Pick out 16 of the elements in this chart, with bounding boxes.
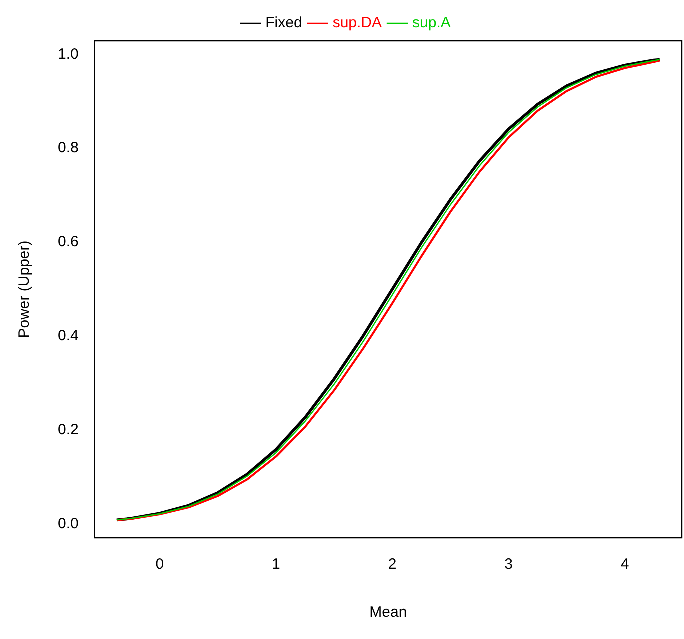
y-tick-label: 1.0 bbox=[58, 46, 79, 63]
legend-label: sup.A bbox=[412, 14, 451, 32]
y-tick-label: 0.4 bbox=[58, 328, 79, 345]
x-tick-label: 3 bbox=[504, 556, 513, 574]
x-tick-label: 0 bbox=[156, 556, 164, 574]
legend-label: Fixed bbox=[266, 14, 302, 32]
x-tick-label: 2 bbox=[388, 556, 397, 574]
x-axis-title: Mean bbox=[370, 604, 408, 622]
x-tick-label: 4 bbox=[620, 556, 630, 574]
y-tick-label: 0.0 bbox=[58, 516, 79, 533]
x-tick-label: 1 bbox=[272, 556, 280, 574]
y-tick-label: 0.8 bbox=[58, 140, 79, 157]
y-tick-label: 0.6 bbox=[58, 234, 79, 251]
legend-label: sup.DA bbox=[332, 14, 382, 32]
y-axis-title: Power (Upper) bbox=[16, 240, 34, 338]
y-tick-label: 0.2 bbox=[58, 422, 79, 439]
